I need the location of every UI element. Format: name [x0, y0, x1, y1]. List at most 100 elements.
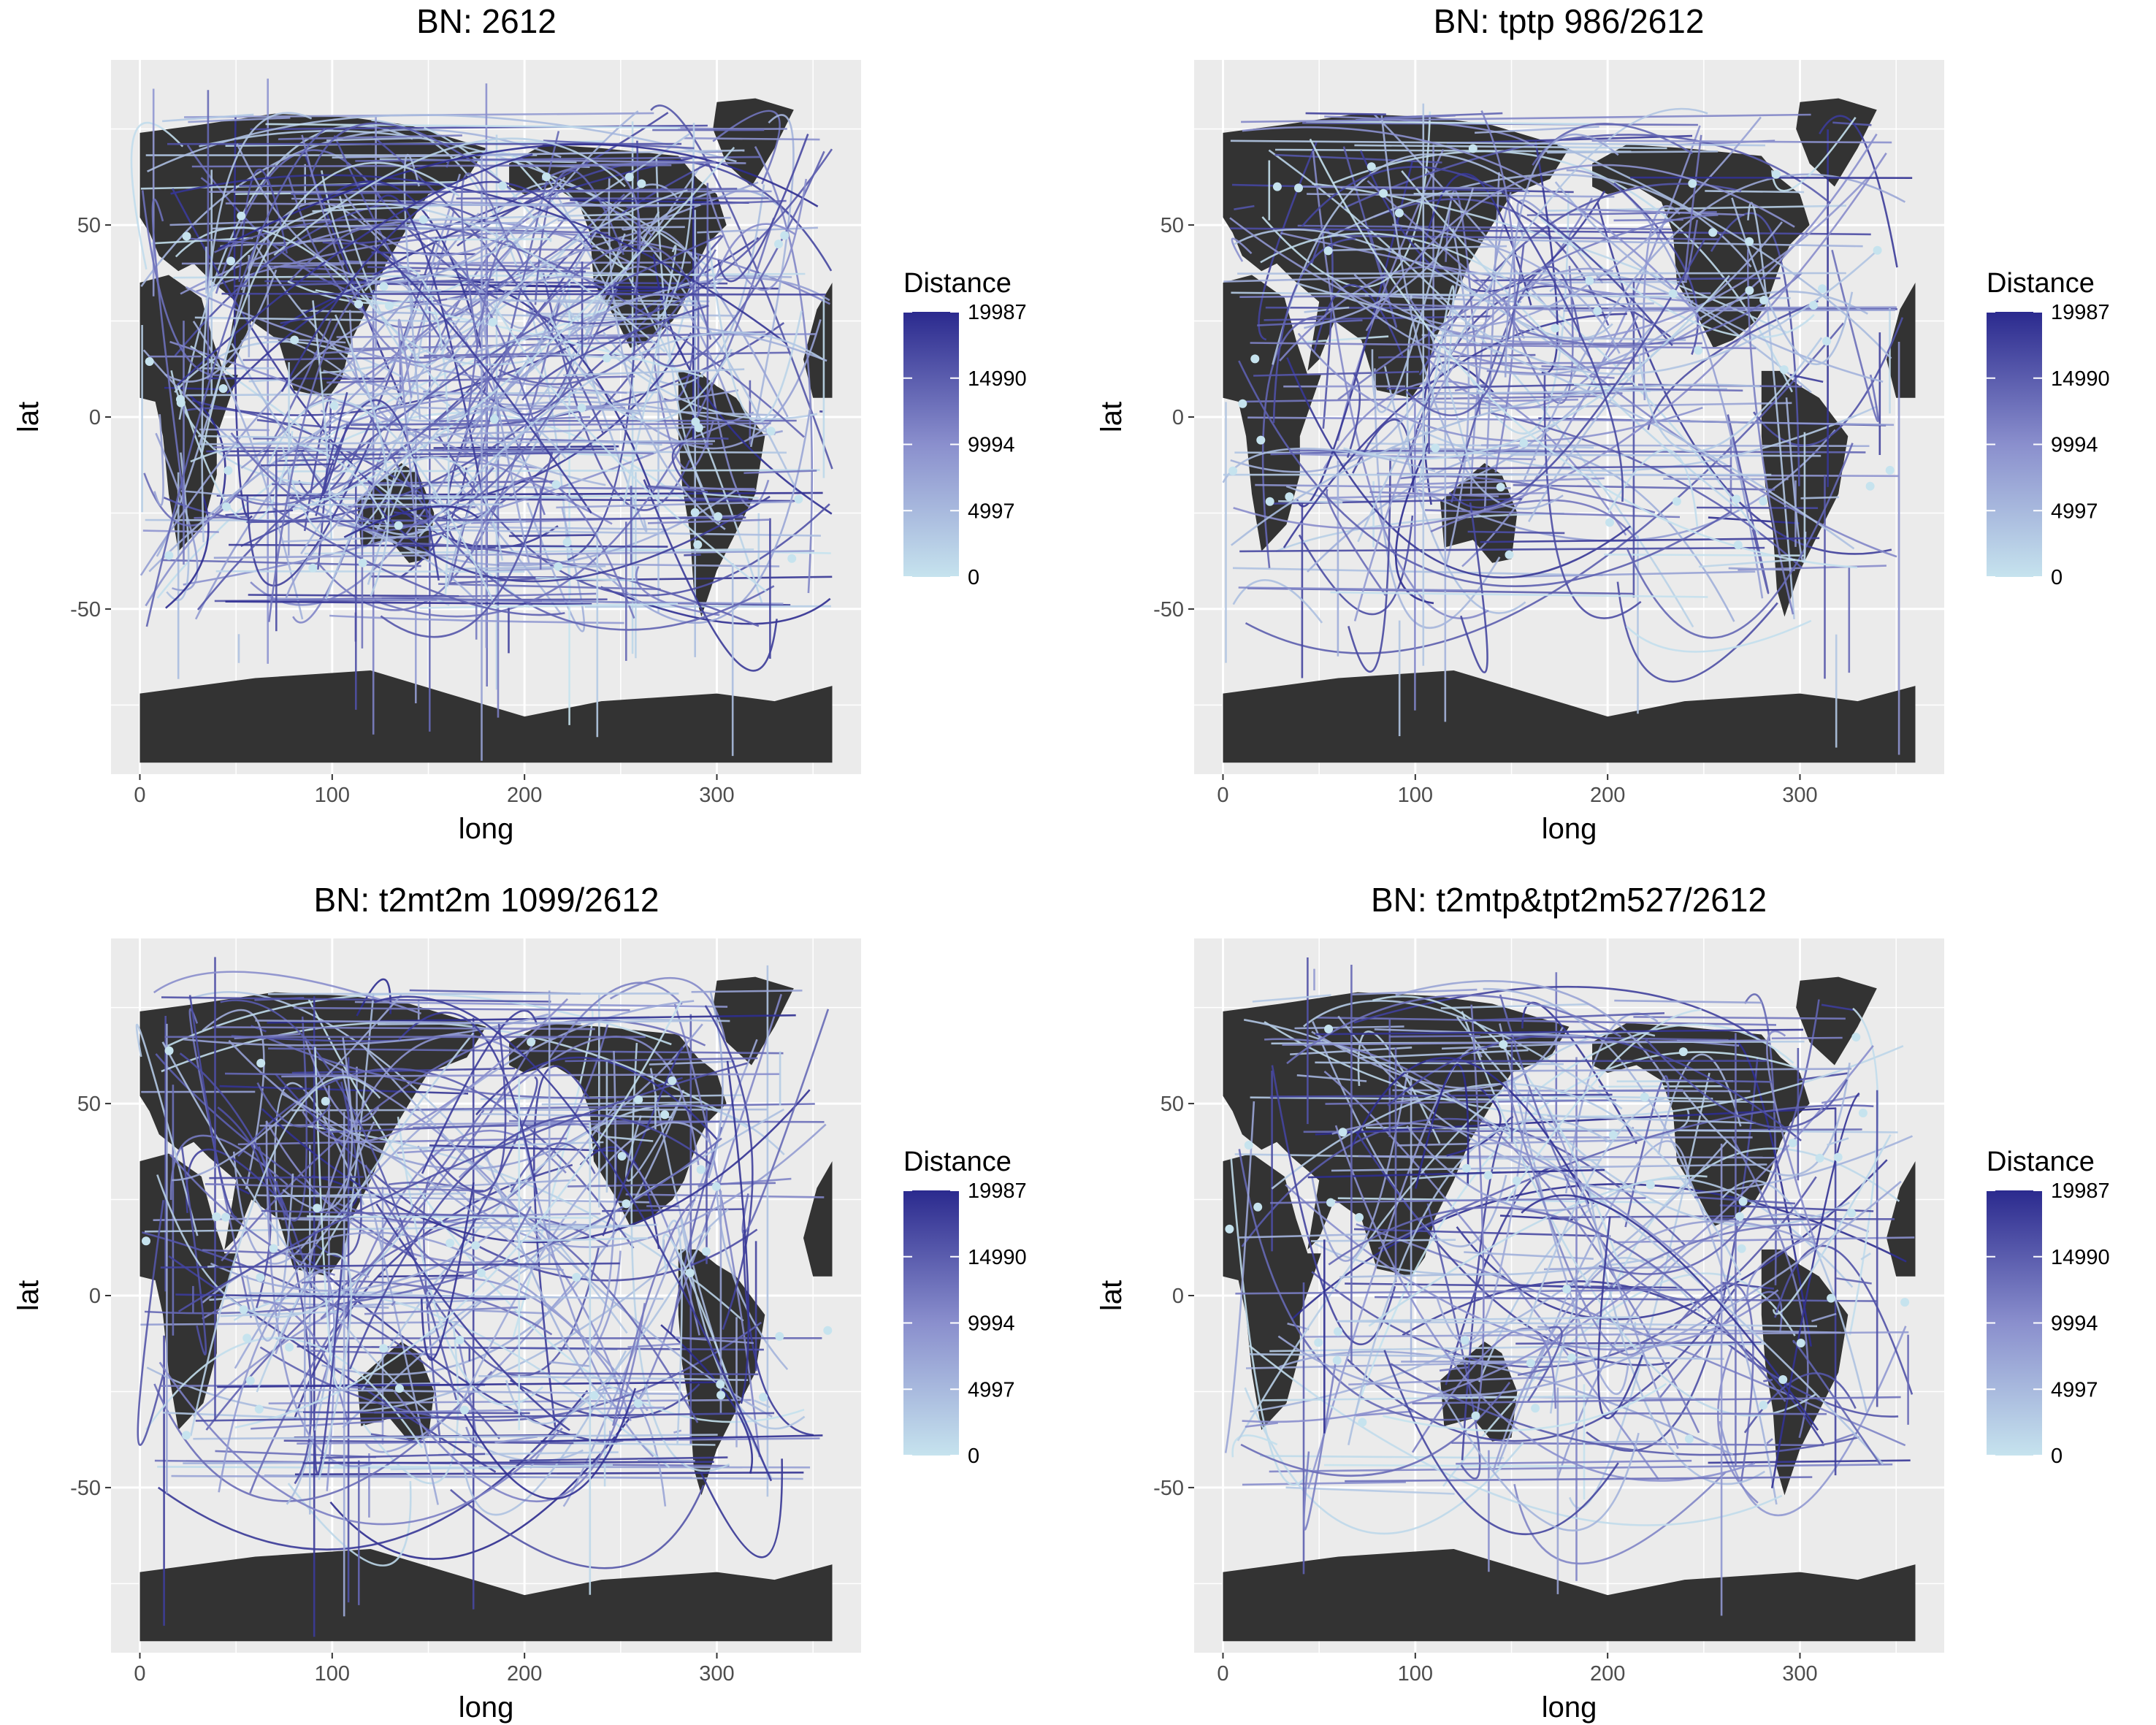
station-point [145, 357, 154, 366]
track-line [1352, 418, 1415, 493]
track-line [338, 226, 611, 234]
station-point [313, 1204, 322, 1213]
track-line [1731, 197, 1854, 366]
track-line [1242, 1481, 1406, 1486]
track-line [168, 1255, 497, 1473]
track-line [183, 1013, 549, 1047]
track-line [307, 1215, 593, 1219]
track-line [172, 994, 402, 1182]
station-point [775, 1331, 784, 1341]
track-line [1224, 1101, 1255, 1453]
track-line [246, 516, 746, 524]
station-point [690, 508, 700, 517]
station-point [1471, 1411, 1480, 1420]
station-point [634, 1095, 643, 1104]
track-line [325, 189, 688, 600]
track-line [313, 348, 394, 355]
track-line [1326, 489, 1387, 596]
track-line [654, 123, 695, 322]
track-line [1613, 218, 1683, 222]
track-line [1421, 334, 1686, 341]
y-tick-label: 0 [89, 1285, 101, 1308]
track-line [1269, 1463, 1893, 1473]
track-line [211, 1026, 595, 1030]
track-line [1378, 353, 1536, 359]
track-line [1374, 368, 1501, 629]
station-point [394, 521, 403, 530]
station-point [1531, 1404, 1540, 1413]
station-point [1732, 494, 1741, 504]
track-line [354, 1001, 728, 1008]
x-axis-title: long [1542, 1691, 1597, 1724]
station-point [1608, 1131, 1618, 1139]
station-point [218, 384, 228, 393]
track-line [1353, 985, 1764, 1043]
track-line [749, 430, 783, 439]
y-axis-title: lat [1096, 402, 1128, 432]
track-line [1383, 1350, 1619, 1535]
station-point [1735, 1212, 1744, 1221]
track-line [462, 1350, 627, 1516]
track-line [1445, 228, 1470, 567]
station-point [1512, 1176, 1521, 1185]
track-line [464, 1388, 637, 1500]
landmass [1223, 670, 1916, 763]
track-line [1356, 1410, 1415, 1417]
axes: 0 100 200 300 50 0 -50 long lat [12, 1093, 735, 1724]
station-point [1593, 306, 1602, 315]
station-points [142, 1037, 833, 1440]
track-line [707, 178, 808, 291]
track-line [1250, 342, 1756, 350]
track-line [1412, 1396, 1901, 1404]
track-line [675, 1336, 754, 1345]
track-line [199, 428, 270, 432]
track-line [1626, 443, 1854, 639]
station-point [321, 1096, 330, 1106]
track-line [430, 1022, 507, 1193]
plot-area [1223, 957, 1916, 1642]
station-point [711, 1182, 721, 1191]
track-line [647, 519, 770, 524]
track-line [1811, 1312, 1837, 1323]
station-point [562, 538, 572, 547]
track-line [754, 145, 814, 594]
track-line [234, 1000, 695, 1369]
track-line [288, 223, 545, 454]
track-line [278, 134, 462, 140]
track-line [315, 289, 704, 378]
track-line [573, 1442, 716, 1446]
track-line [1614, 999, 1762, 1004]
track-line [709, 279, 722, 288]
track-line [1307, 193, 1615, 198]
track-line [541, 1101, 703, 1106]
track-line [342, 1220, 577, 1428]
track-line [1358, 1155, 1775, 1159]
track-line [364, 266, 450, 594]
track-line [301, 1280, 553, 1336]
track-line [742, 1229, 814, 1437]
chart-title: BN: tptp 986/2612 [1434, 2, 1705, 40]
track-line [1583, 1089, 1683, 1092]
station-point [1779, 365, 1789, 375]
track-line [267, 992, 679, 995]
track-line [343, 193, 500, 256]
station-point [1366, 162, 1376, 172]
track-line [1242, 126, 1702, 321]
track-line [177, 1062, 748, 1312]
track-line [1413, 192, 1502, 195]
x-tick-label: 100 [1398, 1662, 1433, 1686]
legend-label: 14990 [968, 1246, 1027, 1269]
track-line [1610, 387, 1743, 392]
track-line [1270, 498, 1522, 505]
station-point [1562, 1285, 1572, 1294]
station-point [1238, 399, 1247, 408]
track-line [673, 1003, 761, 1458]
track-line [1719, 1326, 1907, 1517]
track-line [1543, 371, 1642, 619]
track-line [1451, 1442, 1824, 1447]
track-line [1337, 1316, 1639, 1323]
station-point [1265, 497, 1274, 506]
station-point [1431, 443, 1440, 453]
